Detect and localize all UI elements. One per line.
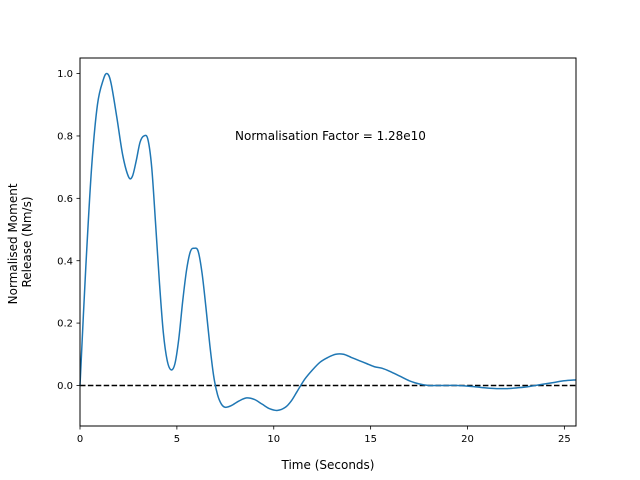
y-tick-label: 0.2 [57,319,73,330]
y-axis-label-line-1: Normalised Moment [6,183,20,304]
series-line-0 [79,72,577,412]
y-axis-label-line-2: Release (Nm/s) [20,196,34,287]
ticks: 0 5 10 15 20 25 0.0 0.2 0.4 0.6 0.8 1.0 [57,69,571,445]
x-tick-label: 0 [77,434,83,445]
axes-frame [79,57,577,427]
x-axis-label: Time (Seconds) [281,458,375,472]
y-tick-label: 0.4 [57,256,73,267]
x-tick-label: 25 [558,434,571,445]
y-tick-label: 1.0 [57,69,73,80]
x-tick-label: 5 [174,434,180,445]
x-tick-label: 10 [267,434,280,445]
x-tick-label: 15 [364,434,377,445]
y-axis-label: Normalised Moment Release (Nm/s) [6,180,34,305]
x-tick-label: 20 [461,434,474,445]
y-tick-label: 0.6 [57,194,73,205]
normalisation-annotation: Normalisation Factor = 1.28e10 [235,129,426,143]
y-tick-label: 0.8 [57,132,73,143]
plot-area [79,72,577,412]
y-tick-label: 0.0 [57,381,73,392]
